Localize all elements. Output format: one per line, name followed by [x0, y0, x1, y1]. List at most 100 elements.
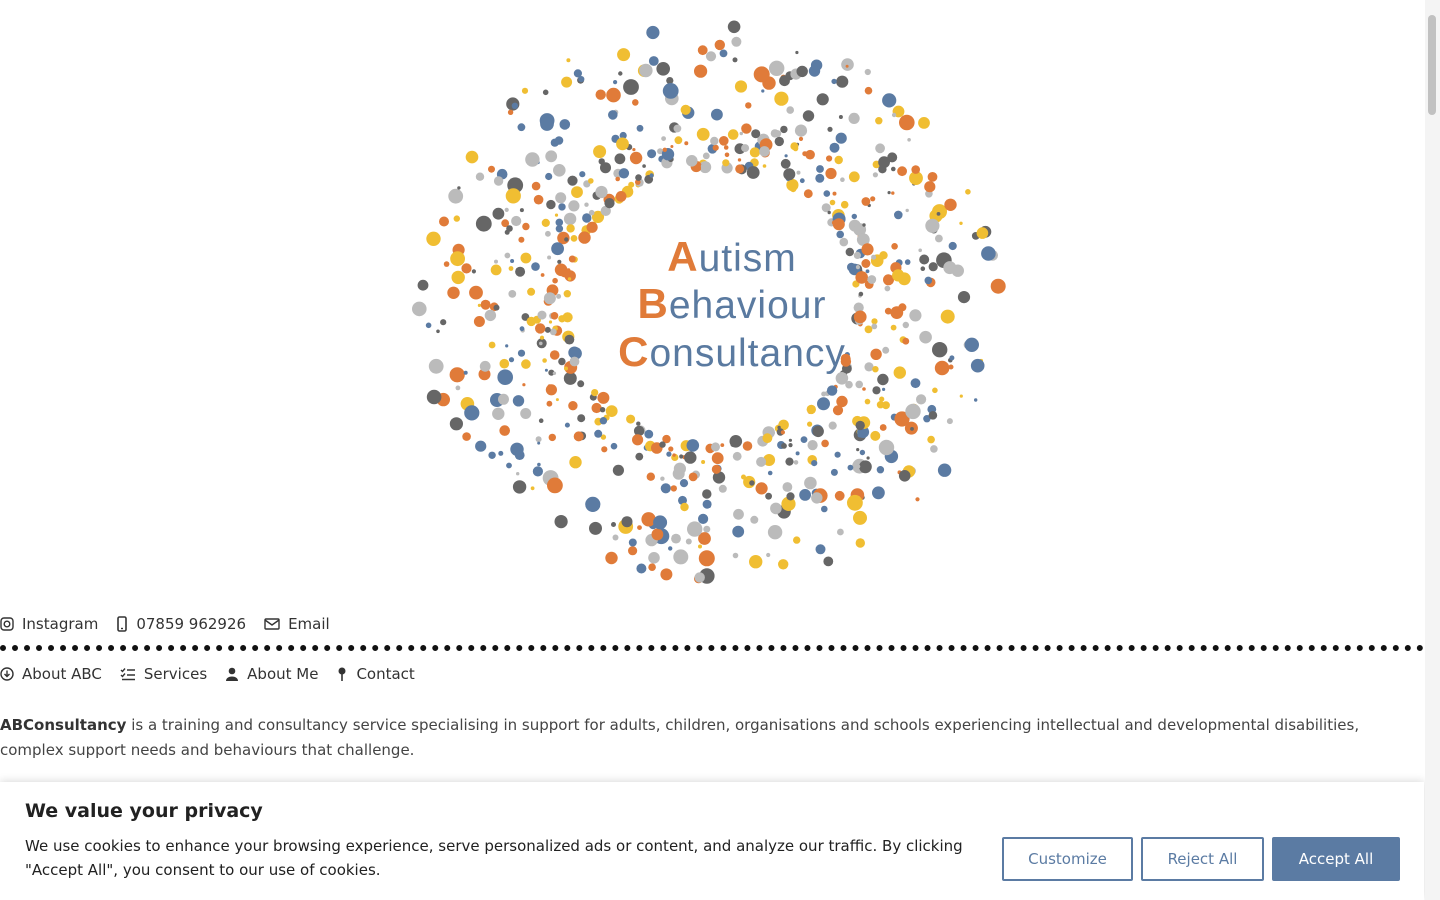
contact-link[interactable]: Instagram: [0, 615, 98, 633]
nav-link[interactable]: Services: [120, 665, 207, 683]
logo-dot: [932, 387, 938, 394]
logo-dot: [783, 168, 796, 181]
nav-text[interactable]: About Me: [247, 665, 319, 683]
logo-dot: [558, 203, 566, 211]
nav-text[interactable]: Contact: [356, 665, 415, 683]
logo-dot: [505, 344, 509, 348]
logo-dot: [930, 445, 938, 453]
logo-dot: [464, 405, 480, 421]
logo-dot: [688, 472, 698, 482]
logo-dot: [563, 212, 577, 226]
logo-dot: [807, 440, 818, 451]
logo-dot: [672, 453, 676, 457]
logo-dot: [936, 212, 941, 216]
logo-dot: [730, 441, 737, 448]
logo-dot: [555, 225, 564, 233]
logo-dot: [546, 400, 553, 407]
logo-dot: [839, 237, 849, 247]
customize-button[interactable]: Customize: [1002, 837, 1133, 881]
logo-dot: [641, 512, 656, 527]
link-text[interactable]: Email: [288, 615, 330, 633]
logo-dot: [899, 114, 915, 131]
logo-dot: [741, 123, 752, 134]
logo-dot: [759, 146, 770, 157]
logo-dot: [821, 203, 831, 213]
logo-dot: [686, 439, 700, 452]
logo-dot: [861, 259, 871, 268]
logo-dot: [425, 322, 432, 329]
logo-dot: [494, 259, 498, 264]
logo-dot: [450, 251, 465, 267]
scrollbar-thumb[interactable]: [1428, 15, 1436, 115]
logo-dot: [861, 243, 874, 256]
logo-dot: [473, 316, 485, 327]
logo-dot: [497, 369, 513, 386]
logo-dot: [569, 356, 580, 367]
logo-dot: [836, 395, 848, 408]
logo-dot: [555, 192, 567, 204]
nav-link[interactable]: About ABC: [0, 665, 102, 683]
nav-text[interactable]: About ABC: [22, 665, 102, 683]
logo-dot: [855, 271, 868, 284]
logo-dot: [804, 476, 817, 490]
logo-dot: [443, 261, 450, 267]
logo-dot: [745, 102, 752, 109]
logo-dot: [547, 384, 552, 388]
logo-dot: [737, 158, 742, 162]
link-text[interactable]: Instagram: [22, 615, 99, 633]
logo-dot: [617, 48, 631, 62]
logo-dot: [632, 99, 639, 106]
logo-dot: [660, 568, 673, 581]
logo-dot: [853, 510, 867, 525]
logo-dot: [763, 454, 776, 466]
logo-dot: [554, 213, 559, 217]
logo-dot: [746, 166, 760, 179]
logo-dot: [927, 435, 935, 444]
logo-dot: [891, 166, 896, 172]
logo-dot: [520, 408, 532, 419]
scrollbar[interactable]: [1425, 0, 1440, 900]
logo-dot: [887, 152, 898, 163]
logo-dot: [780, 158, 791, 169]
logo-dot: [560, 267, 570, 278]
logo-dot: [732, 57, 738, 63]
logo-dot: [471, 269, 476, 274]
logo-dot: [990, 278, 1006, 294]
logo-dot: [591, 210, 605, 223]
logo-dot: [959, 394, 963, 398]
logo-dot: [698, 544, 702, 549]
logo-dot: [568, 401, 578, 411]
logo-dot: [694, 164, 701, 171]
logo-dot: [635, 452, 644, 461]
logo-dot: [613, 80, 618, 85]
logo-dot: [853, 251, 862, 259]
link-text[interactable]: 07859 962926: [136, 615, 247, 633]
logo-dot: [823, 556, 834, 567]
nav-link[interactable]: Contact: [336, 665, 415, 683]
logo-dot: [662, 147, 667, 152]
cookie-message: We use cookies to enhance your browsing …: [25, 837, 963, 879]
logo-dot: [522, 222, 530, 231]
logo-dot: [826, 385, 838, 396]
logo-dot: [827, 126, 833, 132]
logo-dot: [512, 480, 527, 494]
logo-dot: [447, 286, 460, 299]
contact-link[interactable]: 07859 962926: [116, 615, 246, 633]
logo-dot: [461, 263, 472, 274]
logo-dot: [907, 138, 911, 142]
logo-dot: [619, 131, 627, 140]
logo-dot: [680, 104, 691, 115]
logo-dot: [741, 144, 750, 153]
contact-link[interactable]: Email: [264, 615, 330, 633]
logo-dot: [865, 269, 870, 274]
nav-text[interactable]: Services: [143, 665, 208, 683]
logo-dot: [531, 181, 541, 191]
logo-dot: [526, 316, 536, 327]
logo-dot: [525, 152, 540, 167]
accept-button[interactable]: Accept All: [1272, 837, 1400, 881]
logo-dot: [710, 136, 719, 146]
nav-link[interactable]: About Me: [225, 665, 318, 683]
reject-button[interactable]: Reject All: [1141, 837, 1264, 881]
logo-dot: [632, 434, 644, 446]
